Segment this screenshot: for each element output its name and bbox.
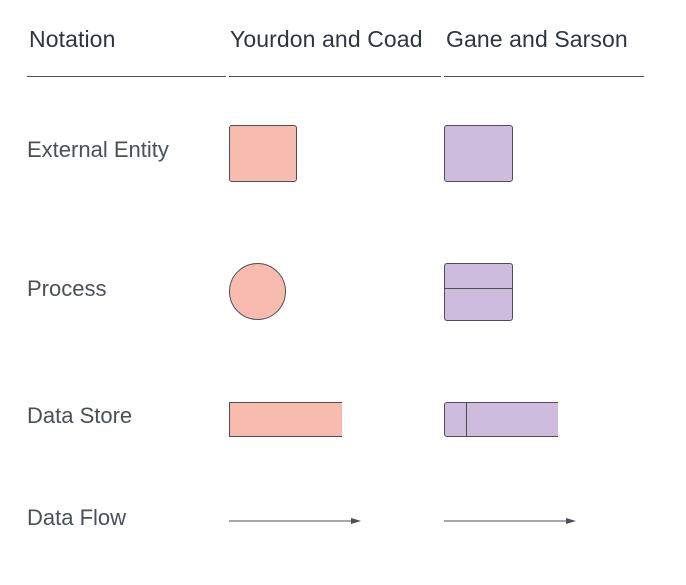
yourdon-process-shape (229, 263, 286, 320)
header-rule-gane-sarson (444, 76, 644, 77)
gane-sarson-data-store-divider (466, 403, 467, 436)
gane-sarson-external-entity-shape (444, 125, 513, 182)
header-rule-notation (27, 76, 226, 77)
header-yourdon-coad: Yourdon and Coad (230, 26, 423, 52)
yourdon-external-entity-shape (229, 125, 297, 182)
row-label-external-entity: External Entity (27, 137, 169, 162)
yourdon-data-flow-arrow-icon (229, 518, 361, 524)
header-notation: Notation (29, 26, 116, 52)
gane-sarson-process-shape (444, 263, 513, 321)
header-gane-sarson: Gane and Sarson (446, 26, 628, 52)
header-rule-yourdon-coad (229, 76, 441, 77)
gane-sarson-data-store-shape (444, 402, 558, 437)
yourdon-data-store-shape (229, 402, 342, 437)
gane-sarson-process-divider (445, 288, 512, 289)
row-label-data-flow: Data Flow (27, 505, 127, 530)
row-label-process: Process (27, 276, 107, 301)
gane-sarson-data-flow-arrow-icon (444, 518, 576, 524)
row-label-data-store: Data Store (27, 403, 133, 428)
